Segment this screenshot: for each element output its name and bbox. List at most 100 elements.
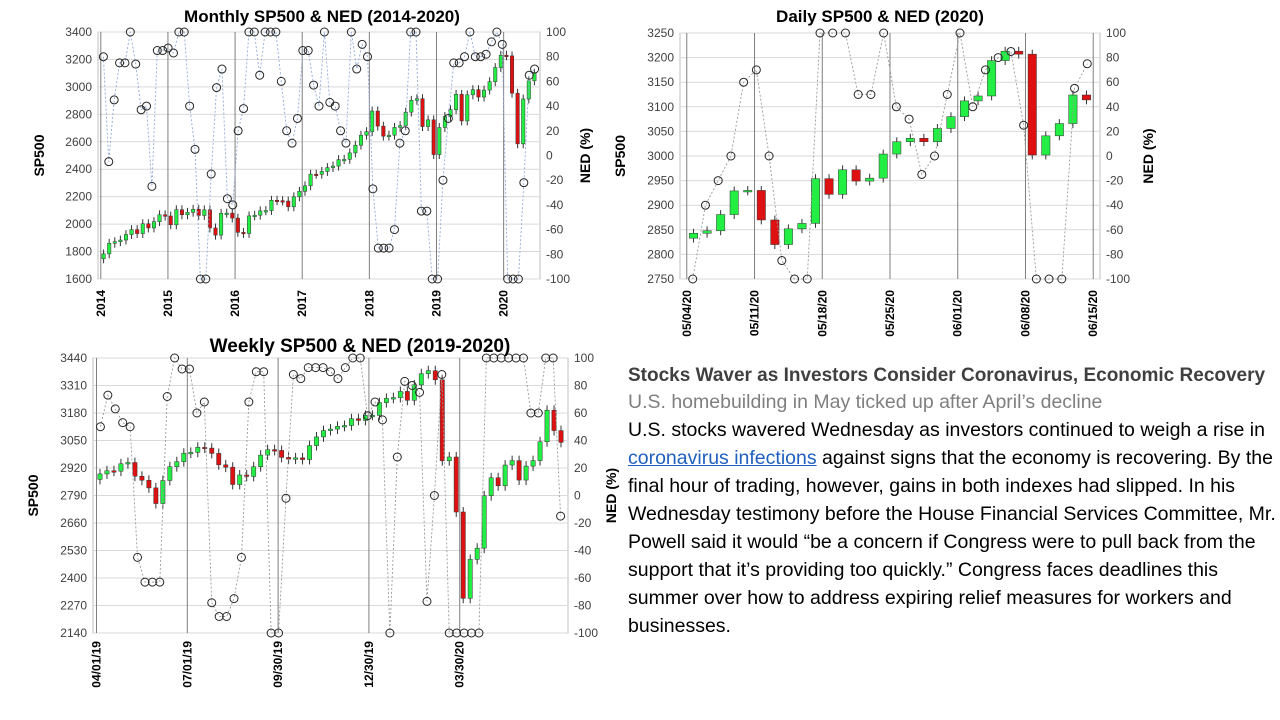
chart1-ned-point xyxy=(292,113,302,123)
chart1-candle xyxy=(521,98,526,145)
chart3-ned-point xyxy=(437,370,447,379)
chart2-candle xyxy=(851,169,861,182)
chart1-ned-point xyxy=(98,52,108,62)
chart1-candle xyxy=(493,67,498,82)
chart1-ned-point xyxy=(400,126,410,136)
chart3-candle xyxy=(390,397,396,400)
chart1-x-tick-label: 2014 xyxy=(94,290,108,317)
chart1-ned-point xyxy=(222,194,232,204)
chart3-ned-point xyxy=(207,598,217,608)
chart1-ned-point xyxy=(481,49,491,59)
chart1-ned-point xyxy=(411,27,421,37)
chart3-y2-tick-label: 20 xyxy=(574,461,588,475)
chart1-ned-point xyxy=(249,27,259,37)
chart1-ned-point xyxy=(346,27,356,37)
chart1-ned-point xyxy=(406,27,416,37)
chart1-candle xyxy=(498,54,503,68)
chart1-candle xyxy=(336,159,341,167)
chart3-candle xyxy=(349,418,354,426)
chart1-candle xyxy=(398,125,403,128)
chart1-y2-axis-label: NED (%) xyxy=(577,128,593,183)
chart2-ned-point xyxy=(853,90,863,99)
chart3-candle xyxy=(237,474,243,485)
coronavirus-infections-link[interactable]: coronavirus infections xyxy=(628,447,817,469)
chart3-candle xyxy=(418,373,424,386)
chart2-ned-point xyxy=(1057,274,1067,284)
chart1-plot-area xyxy=(97,31,541,280)
chart1-ned-point xyxy=(109,95,119,105)
chart3-ned-point xyxy=(326,367,335,377)
chart3-candle xyxy=(467,559,473,599)
chart1-ned-point xyxy=(260,27,270,37)
article-headline: Stocks Waver as Investors Consider Coron… xyxy=(628,365,1266,386)
chart1-candle xyxy=(163,214,168,217)
chart3-ned-point xyxy=(355,353,365,363)
chart3-ned-point xyxy=(526,408,536,418)
chart3-ned-point xyxy=(333,374,343,384)
chart3-ned-point xyxy=(125,422,135,432)
chart1-ned-point xyxy=(303,46,313,56)
chart3-ned-point xyxy=(259,367,269,377)
chart3-candle xyxy=(174,461,180,467)
chart3-ned-point xyxy=(459,628,469,638)
chart2-ned-point xyxy=(688,274,698,284)
chart1-candle xyxy=(515,92,520,145)
chart1-ned-point xyxy=(152,46,162,56)
chart2-y-tick-label: 3200 xyxy=(647,51,674,65)
chart1-y2-tick-label: -100 xyxy=(546,272,570,286)
chart3-ned-point xyxy=(533,408,543,418)
chart1-candle xyxy=(252,214,257,217)
chart1-ned-point xyxy=(524,70,534,80)
chart3-ned-point xyxy=(103,390,113,400)
chart3-ned-point xyxy=(170,353,180,363)
chart3-ned-point xyxy=(140,577,150,587)
chart2-ned-point xyxy=(1070,83,1080,93)
chart1-candle xyxy=(358,134,363,146)
chart2-y-tick-label: 3000 xyxy=(647,149,674,163)
chart3-title: Weekly SP500 & NED (2019-2020) xyxy=(210,336,511,357)
chart3-candle xyxy=(530,460,536,467)
article-body-start: U.S. stocks wavered Wednesday as investo… xyxy=(628,419,1265,441)
chart1-ned-point xyxy=(460,52,470,62)
chart3-ned-point xyxy=(407,381,417,390)
chart3-candle xyxy=(446,456,452,462)
chart3-ned-point xyxy=(311,363,321,373)
chart1-ned-point xyxy=(147,181,157,191)
chart3-candle xyxy=(383,398,389,403)
chart2-ned-point xyxy=(879,28,889,38)
chart3-candle xyxy=(369,415,375,418)
chart3-ned-point xyxy=(452,628,462,638)
chart3-x-tick-label: 12/30/19 xyxy=(362,641,376,688)
chart3-candle xyxy=(474,547,480,560)
chart3-ned-point xyxy=(348,353,358,363)
chart2-candle xyxy=(932,128,942,142)
chart2-y2-tick-label: 40 xyxy=(1106,100,1120,114)
chart2-candle xyxy=(1082,94,1091,101)
chart3-y-tick-label: 2400 xyxy=(60,571,87,585)
chart1-ned-point xyxy=(519,178,529,188)
chart3-ned-point xyxy=(548,353,558,363)
chart2-ned-point xyxy=(1006,46,1016,56)
chart3-y2-tick-label: 100 xyxy=(574,351,594,365)
chart1-ned-point xyxy=(131,59,141,69)
chart1-candle xyxy=(123,234,128,241)
chart1-ned-point xyxy=(454,58,464,68)
chart2-y2-tick-label: -80 xyxy=(1106,247,1124,261)
chart2-ned-line xyxy=(692,32,1088,280)
chart3-ned-point xyxy=(274,628,284,638)
chart3-ned-point xyxy=(222,612,232,621)
chart3-ned-point xyxy=(400,376,410,386)
chart3-candle xyxy=(160,480,166,504)
chart2-y2-tick-label: -20 xyxy=(1106,174,1124,188)
chart3-y-tick-label: 3050 xyxy=(60,434,87,448)
chart2-candle xyxy=(865,177,875,182)
chart3-ned-point xyxy=(340,363,350,373)
chart3-ned-point xyxy=(147,577,157,587)
chart1-ned-point xyxy=(336,126,346,136)
chart1-ned-point xyxy=(298,46,308,56)
chart3-candle xyxy=(209,447,215,454)
chart1-candle xyxy=(146,223,151,229)
chart3-ned-point xyxy=(162,392,172,401)
chart3-ned-point xyxy=(184,364,194,374)
chart3-y-tick-label: 2920 xyxy=(60,461,87,475)
